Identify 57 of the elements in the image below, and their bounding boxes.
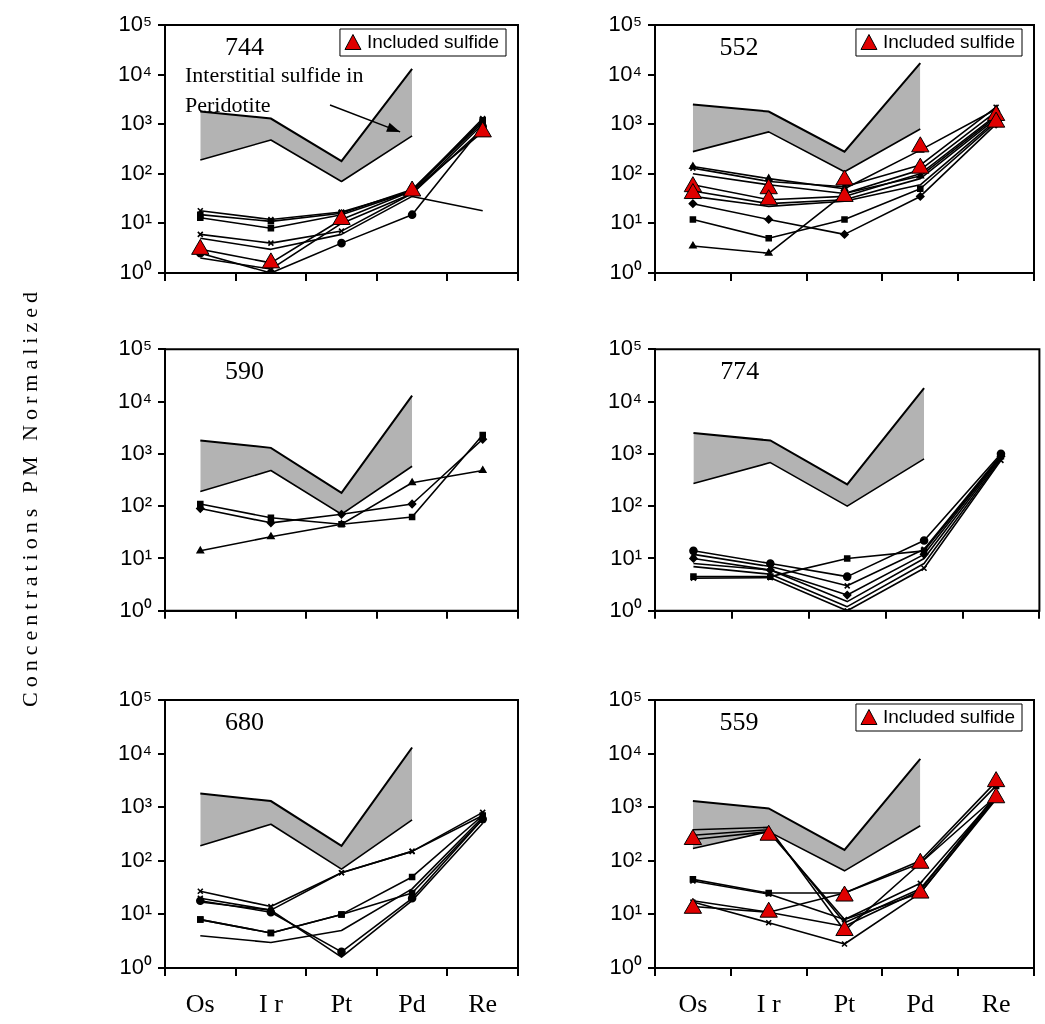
y-tick-label: 10⁵ <box>118 11 152 37</box>
y-tick-label: 10⁴ <box>608 739 642 765</box>
y-tick-label: 10³ <box>120 439 152 465</box>
x-tick-label: Pt <box>330 989 354 1019</box>
y-tick-label: 10⁵ <box>118 335 152 361</box>
y-tick-label: 10³ <box>120 110 152 136</box>
chart-title: 590 <box>225 356 265 386</box>
y-tick-label: 10⁴ <box>118 387 152 413</box>
x-tick-label: Re <box>468 989 498 1019</box>
y-tick-label: 10⁵ <box>608 686 642 712</box>
y-tick-label: 10¹ <box>120 900 152 926</box>
y-tick-label: 10⁵ <box>608 11 642 37</box>
x-tick-label: Os <box>185 989 215 1019</box>
legend-label: Included sulfide <box>882 30 1016 52</box>
y-tick-label: 10¹ <box>610 544 642 570</box>
chart-title: 774 <box>720 356 760 386</box>
y-tick-label: 10³ <box>120 793 152 819</box>
y-tick-label: 10² <box>120 492 152 518</box>
y-tick-label: 10⁴ <box>118 739 152 765</box>
y-tick-label: 10² <box>610 846 642 872</box>
y-tick-label: 10¹ <box>120 544 152 570</box>
y-tick-label: 10⁰ <box>609 259 642 285</box>
x-tick-label: Pd <box>398 989 426 1019</box>
y-tick-label: 10³ <box>610 793 642 819</box>
y-tick-label: 10³ <box>610 439 642 465</box>
y-tick-label: 10² <box>120 846 152 872</box>
y-tick-label: 10¹ <box>610 900 642 926</box>
chart-title: 552 <box>719 31 759 61</box>
y-tick-label: 10⁴ <box>608 387 642 413</box>
y-tick-label: 10² <box>610 159 642 185</box>
y-tick-label: 10¹ <box>610 209 642 235</box>
y-tick-label: 10⁰ <box>119 596 152 622</box>
y-axis-title: Concentrations PM Normalized <box>16 287 43 707</box>
y-tick-label: 10⁰ <box>119 954 152 980</box>
chart-title: 744 <box>225 31 265 61</box>
x-tick-label: I r <box>258 989 284 1019</box>
legend-label: Included sulfide <box>882 705 1016 727</box>
y-tick-label: 10⁵ <box>608 335 642 361</box>
x-tick-label: Os <box>678 989 708 1019</box>
x-tick-label: Pt <box>833 989 857 1019</box>
x-tick-label: I r <box>756 989 781 1019</box>
x-tick-label: Pd <box>906 989 935 1019</box>
chart-title: 559 <box>719 706 759 736</box>
y-tick-label: 10⁴ <box>608 60 642 86</box>
annotation: Interstitial sulfide in Peridotite <box>185 61 364 117</box>
y-tick-label: 10⁰ <box>609 954 642 980</box>
y-tick-label: 10¹ <box>120 209 152 235</box>
y-tick-label: 10⁰ <box>609 596 642 622</box>
y-tick-label: 10⁵ <box>118 686 152 712</box>
chart-title: 680 <box>225 706 265 736</box>
x-tick-label: Re <box>981 989 1011 1019</box>
y-tick-label: 10⁰ <box>119 259 152 285</box>
y-tick-label: 10² <box>610 492 642 518</box>
y-tick-label: 10² <box>120 159 152 185</box>
legend-label: Included sulfide <box>366 30 500 52</box>
y-tick-label: 10³ <box>610 110 642 136</box>
y-tick-label: 10⁴ <box>118 60 152 86</box>
